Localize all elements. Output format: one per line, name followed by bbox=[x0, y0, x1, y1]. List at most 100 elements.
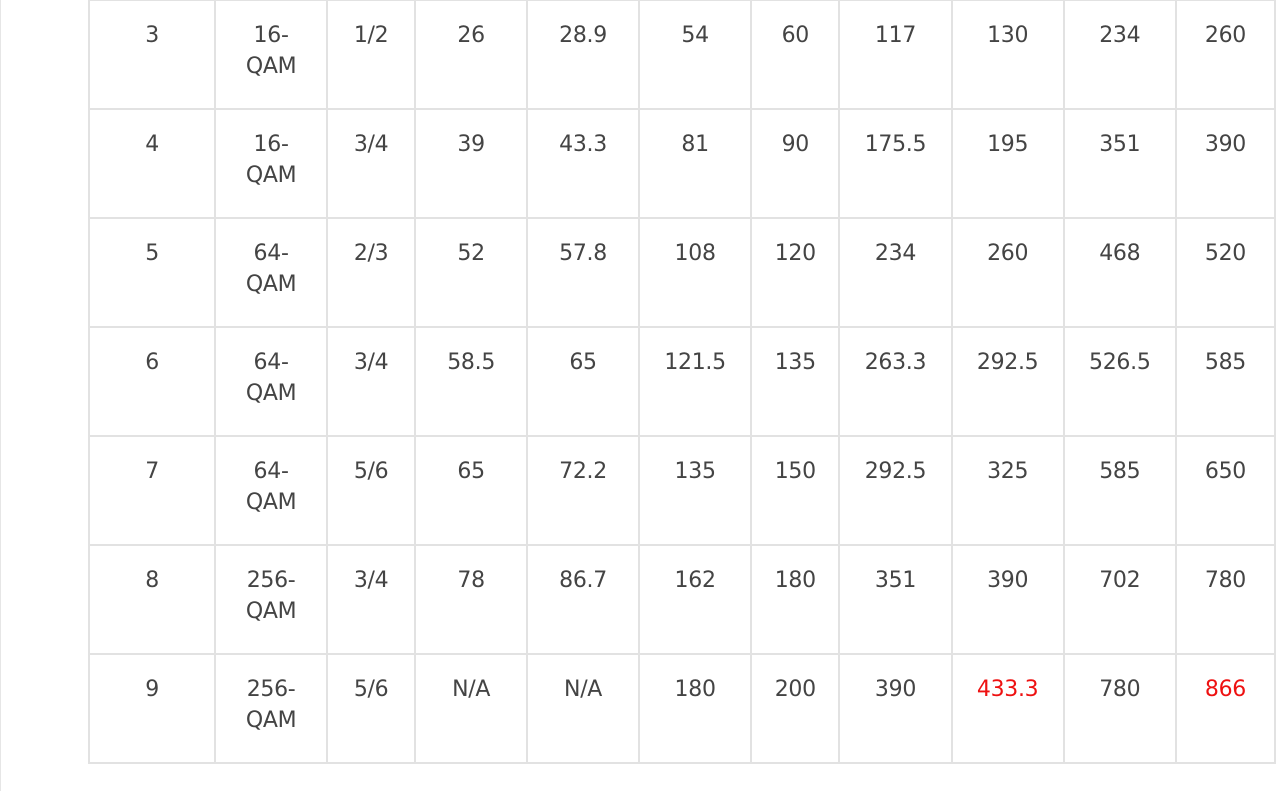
data-rate-cell-text: 57.8 bbox=[559, 241, 607, 266]
data-rate-cell: 526.5 bbox=[1062, 326, 1177, 437]
table-row: 3 16- QAM 1/2 26 28.9 54 60 117 130 234 260 bbox=[87, 0, 1276, 110]
mcs-index-cell: 8 bbox=[87, 544, 217, 655]
coding-rate-cell: 2/3 bbox=[326, 217, 417, 328]
coding-rate-cell-text: 3/4 bbox=[353, 350, 389, 375]
coding-rate-cell: 3/4 bbox=[326, 544, 417, 655]
data-rate-cell-text: 65 bbox=[457, 459, 485, 484]
data-rate-cell-text: 54 bbox=[681, 23, 709, 48]
mcs-index-cell: 3 bbox=[87, 0, 217, 110]
data-rate-cell-text: 121.5 bbox=[664, 350, 726, 375]
data-rate-cell-text: 585 bbox=[1099, 459, 1141, 484]
data-rate-cell-text: 325 bbox=[987, 459, 1029, 484]
mcs-data-rate-table: 3 16- QAM 1/2 26 28.9 54 60 117 130 234 260 4 16- QAM 3… bbox=[87, 0, 1276, 764]
data-rate-cell-text: 175.5 bbox=[864, 132, 927, 157]
modulation-cell-text: 64- QAM bbox=[245, 459, 297, 515]
mcs-index-cell: 5 bbox=[87, 217, 217, 328]
data-rate-cell-text: 65 bbox=[569, 350, 597, 375]
data-rate-cell-text: 390 bbox=[874, 677, 917, 702]
data-rate-cell: 325 bbox=[950, 435, 1065, 546]
coding-rate-cell-text: 3/4 bbox=[353, 132, 389, 157]
data-rate-cell: 121.5 bbox=[638, 326, 753, 437]
data-rate-cell: 72.2 bbox=[526, 435, 641, 546]
data-rate-cell: 86.7 bbox=[526, 544, 641, 655]
mcs-index-cell-text: 7 bbox=[145, 459, 159, 484]
data-rate-cell: 58.5 bbox=[414, 326, 529, 437]
mcs-index-cell: 9 bbox=[87, 653, 217, 764]
data-rate-cell-text: 72.2 bbox=[559, 459, 607, 484]
data-rate-cell-text: 390 bbox=[1204, 132, 1246, 157]
data-rate-cell: 351 bbox=[838, 544, 953, 655]
modulation-cell-text: 16- QAM bbox=[245, 23, 297, 79]
data-rate-cell: 180 bbox=[638, 653, 753, 764]
data-rate-cell: 585 bbox=[1174, 326, 1276, 437]
data-rate-cell-text: 351 bbox=[874, 568, 917, 593]
data-rate-cell: 260 bbox=[950, 217, 1065, 328]
data-rate-cell: 43.3 bbox=[526, 108, 641, 219]
data-rate-cell-text: 200 bbox=[774, 677, 816, 702]
data-rate-cell-text: 52 bbox=[457, 241, 485, 266]
data-rate-cell-text: 351 bbox=[1099, 132, 1141, 157]
data-rate-cell-text: 130 bbox=[987, 23, 1029, 48]
data-rate-cell: 130 bbox=[950, 0, 1065, 110]
data-rate-cell: 108 bbox=[638, 217, 753, 328]
modulation-cell: 256- QAM bbox=[214, 544, 329, 655]
data-rate-cell: 162 bbox=[638, 544, 753, 655]
data-rate-cell-text: 180 bbox=[774, 568, 816, 593]
data-rate-cell: 292.5 bbox=[838, 435, 953, 546]
modulation-cell: 64- QAM bbox=[214, 326, 329, 437]
coding-rate-cell: 5/6 bbox=[326, 435, 417, 546]
coding-rate-cell: 5/6 bbox=[326, 653, 417, 764]
data-rate-cell-text: 390 bbox=[987, 568, 1029, 593]
data-rate-cell: 28.9 bbox=[526, 0, 641, 110]
data-rate-cell: 57.8 bbox=[526, 217, 641, 328]
data-rate-cell: 650 bbox=[1174, 435, 1276, 546]
table-row: 9 256- QAM 5/6 N/A N/A 180 200 390 433.3 780 866 bbox=[87, 653, 1276, 764]
coding-rate-cell-text: 1/2 bbox=[353, 23, 389, 48]
data-rate-cell: 39 bbox=[414, 108, 529, 219]
mcs-index-cell-text: 9 bbox=[145, 677, 159, 702]
data-rate-cell-text: 234 bbox=[874, 241, 917, 266]
data-rate-cell: 866 bbox=[1174, 653, 1276, 764]
data-rate-cell-text: 260 bbox=[987, 241, 1029, 266]
coding-rate-cell: 1/2 bbox=[326, 0, 417, 110]
data-rate-cell: 260 bbox=[1174, 0, 1276, 110]
data-rate-cell-text: 292.5 bbox=[864, 459, 927, 484]
data-rate-cell-text: 162 bbox=[674, 568, 716, 593]
data-rate-cell: 433.3 bbox=[950, 653, 1065, 764]
data-rate-cell: 117 bbox=[838, 0, 953, 110]
data-rate-cell-text: 263.3 bbox=[864, 350, 927, 375]
mcs-index-cell-text: 8 bbox=[145, 568, 159, 593]
coding-rate-cell: 3/4 bbox=[326, 326, 417, 437]
mcs-index-cell-text: 5 bbox=[145, 241, 159, 266]
data-rate-cell-text: 195 bbox=[987, 132, 1029, 157]
modulation-cell: 16- QAM bbox=[214, 108, 329, 219]
table-row: 7 64- QAM 5/6 65 72.2 135 150 292.5 325 585 650 bbox=[87, 435, 1276, 546]
modulation-cell-text: 16- QAM bbox=[245, 132, 297, 188]
data-rate-cell-text: N/A bbox=[452, 677, 491, 702]
data-rate-cell-text: 780 bbox=[1099, 677, 1141, 702]
data-rate-cell: 780 bbox=[1174, 544, 1276, 655]
data-rate-cell: N/A bbox=[414, 653, 529, 764]
data-rate-cell: 150 bbox=[750, 435, 841, 546]
data-rate-cell: 702 bbox=[1062, 544, 1177, 655]
data-rate-cell: 234 bbox=[838, 217, 953, 328]
data-rate-cell: 390 bbox=[1174, 108, 1276, 219]
mcs-index-cell-text: 4 bbox=[145, 132, 159, 157]
data-rate-cell-text: 90 bbox=[781, 132, 810, 157]
data-rate-cell: 120 bbox=[750, 217, 841, 328]
data-rate-cell-text: 78 bbox=[457, 568, 485, 593]
data-rate-cell-text: 26 bbox=[457, 23, 485, 48]
data-rate-cell-text: 28.9 bbox=[559, 23, 607, 48]
data-rate-cell-text: 585 bbox=[1204, 350, 1246, 375]
data-rate-cell-text: 120 bbox=[774, 241, 816, 266]
data-rate-cell-text: 150 bbox=[774, 459, 816, 484]
data-rate-cell: 135 bbox=[750, 326, 841, 437]
coding-rate-cell-text: 5/6 bbox=[353, 459, 389, 484]
table-row: 5 64- QAM 2/3 52 57.8 108 120 234 260 468 520 bbox=[87, 217, 1276, 328]
data-rate-cell-text: 520 bbox=[1204, 241, 1246, 266]
table-row: 6 64- QAM 3/4 58.5 65 121.5 135 263.3 292.5 526.5 5… bbox=[87, 326, 1276, 437]
data-rate-cell: 520 bbox=[1174, 217, 1276, 328]
data-rate-cell-text: 234 bbox=[1099, 23, 1141, 48]
data-rate-cell: 292.5 bbox=[950, 326, 1065, 437]
